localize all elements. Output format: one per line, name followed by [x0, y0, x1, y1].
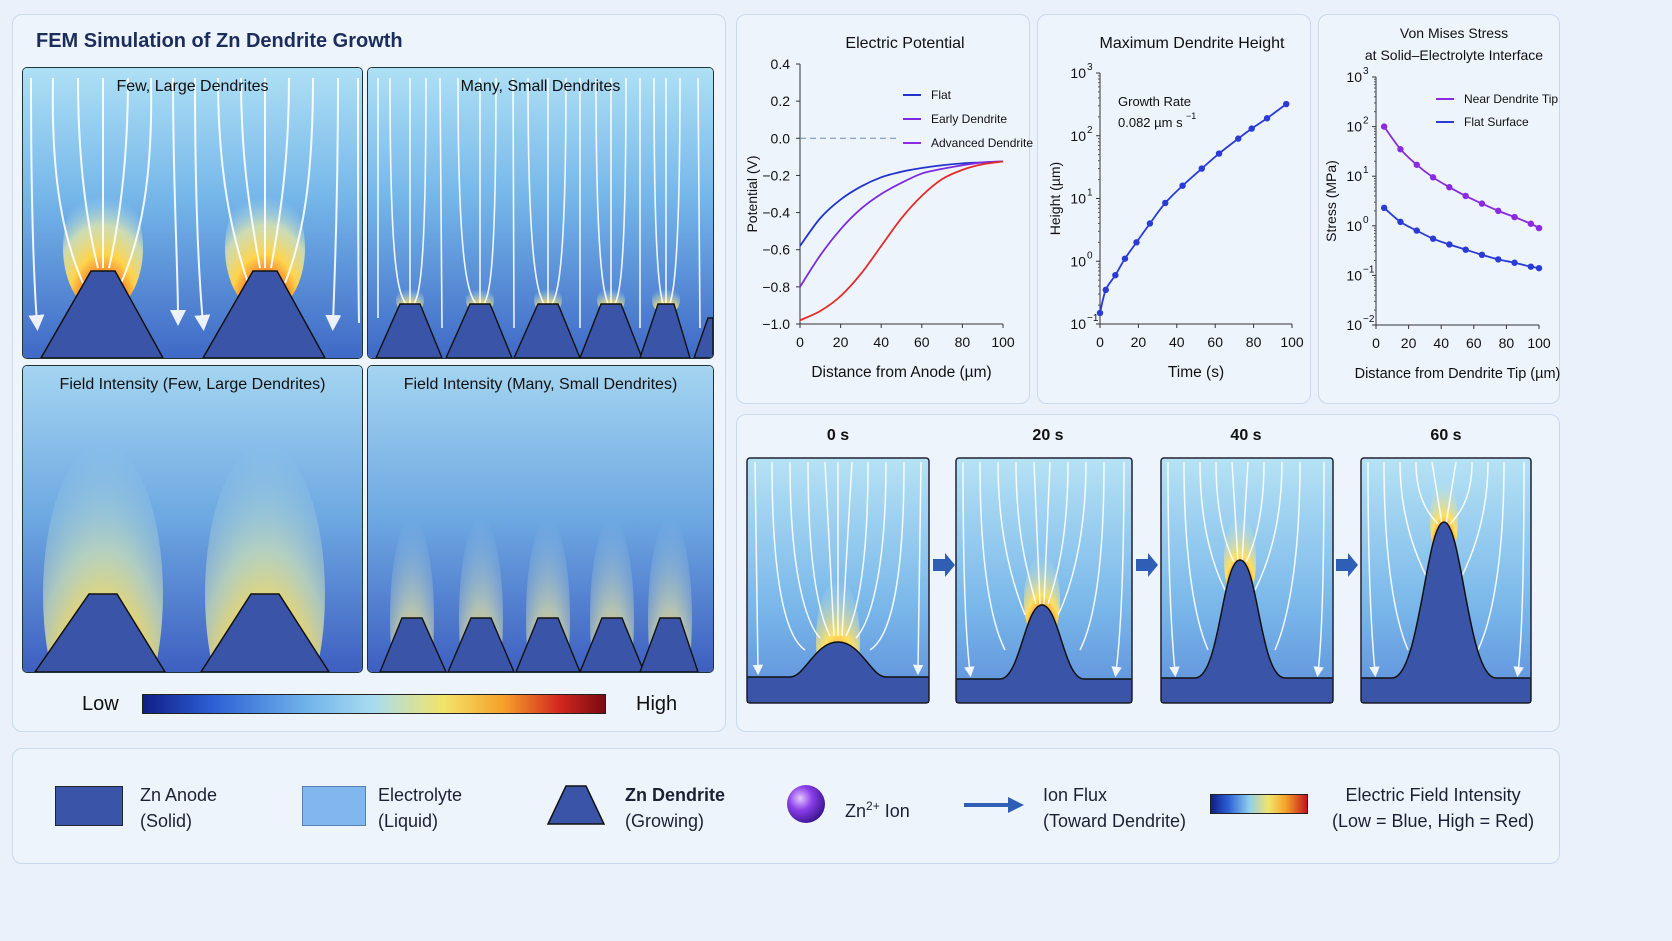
page-title: FEM Simulation of Zn Dendrite Growth [36, 30, 403, 52]
frame-20s [956, 458, 1132, 703]
sim-many-flow: Many, Small Dendrites [367, 67, 714, 359]
legend-anode-line2: (Solid) [140, 811, 193, 831]
time-step-label: 0 s [826, 427, 850, 444]
frame-60s [1361, 458, 1531, 703]
legend-anode-text: Zn Anode (Solid) [140, 782, 217, 834]
legend-field-line2: (Low = Blue, High = Red) [1332, 811, 1535, 831]
legend-anode-line1: Zn Anode [140, 785, 218, 805]
sim-few-flow: Few, Large Dendrites [22, 67, 363, 359]
sim-few-flow-svg [23, 68, 362, 358]
time-step-label: 20 s [1032, 427, 1064, 444]
legend-field-line1: Electric Field Intensity [1345, 785, 1521, 805]
time-step-label: 60 s [1430, 427, 1462, 444]
legend-dendrite-line2: (Growing) [625, 811, 705, 831]
legend-electrolyte-text: Electrolyte (Liquid) [378, 782, 462, 834]
legend-flux-line1: Ion Flux [1043, 785, 1108, 805]
legend-dendrite-text: Zn Dendrite (Growing) [625, 782, 725, 834]
legend-ion-base: Zn [845, 801, 867, 821]
legend-flux-text: Ion Flux (Toward Dendrite) [1043, 782, 1186, 834]
legend-ion-text: Zn2+ Ion [845, 793, 910, 824]
legend-electrolyte-swatch [302, 786, 366, 826]
step-arrows [933, 553, 1358, 577]
legend-dendrite-line1: Zn Dendrite [625, 785, 726, 805]
legend-field-gradient-swatch [1210, 794, 1308, 814]
legend-flux-arrow-icon [964, 797, 1024, 813]
sim-few-flow-label: Few, Large Dendrites [116, 78, 269, 95]
legend-ion-suffix: Ion [879, 801, 910, 821]
sim-many-flow-label: Many, Small Dendrites [460, 78, 621, 95]
legend-dendrite-icon [546, 785, 606, 825]
colorbar [142, 694, 606, 714]
legend-anode-swatch [55, 786, 123, 826]
sim-many-field-label: Field Intensity (Many, Small Dendrites) [403, 376, 678, 393]
time-step-label: 40 s [1230, 427, 1262, 444]
frame-40s [1161, 458, 1333, 703]
colorbar-high-label: High [636, 693, 678, 715]
legend-ion-icon [787, 785, 825, 823]
sim-few-field-label: Field Intensity (Few, Large Dendrites) [59, 376, 326, 393]
legend-field-text: Electric Field Intensity (Low = Blue, Hi… [1332, 782, 1534, 834]
sim-few-field: Field Intensity (Few, Large Dendrites) [22, 365, 363, 673]
sim-many-field: Field Intensity (Many, Small Dendrites) [367, 365, 714, 673]
sim-few-field-svg [23, 366, 362, 672]
legend-flux-line2: (Toward Dendrite) [1043, 811, 1187, 831]
legend-ion-sup: 2+ [866, 799, 880, 813]
colorbar-low-label: Low [82, 693, 119, 715]
sim-many-flow-svg [368, 68, 713, 358]
legend-electrolyte-line1: Electrolyte [378, 785, 463, 805]
frame-0s [747, 458, 929, 703]
sim-many-field-svg [368, 366, 713, 672]
legend-electrolyte-line2: (Liquid) [378, 811, 439, 831]
